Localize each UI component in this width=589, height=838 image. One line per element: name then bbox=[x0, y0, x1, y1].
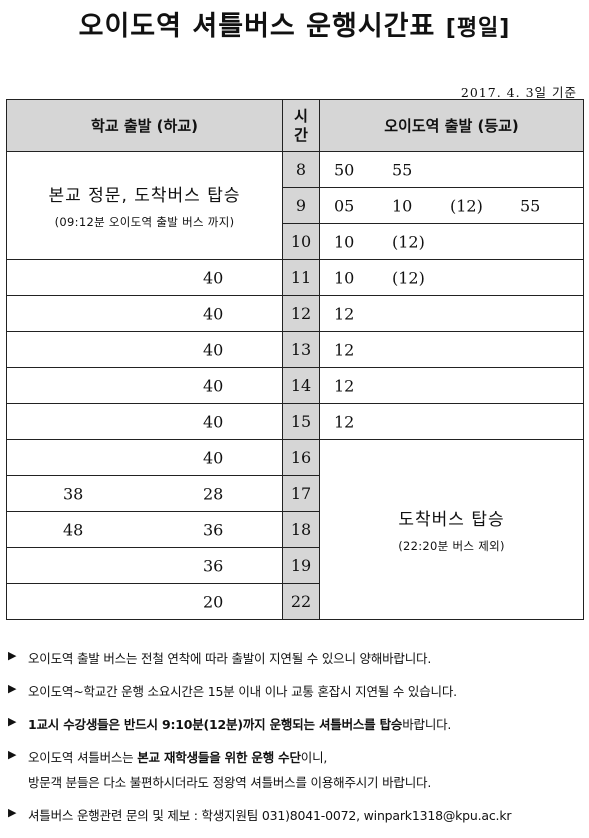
hour-cell: 8 bbox=[282, 151, 320, 188]
page-title: 오이도역 셔틀버스 운행시간표 [평일] bbox=[0, 4, 589, 43]
school-departure-cell: 40 bbox=[6, 439, 283, 476]
note-item: ▶ 오이도역~학교간 운행 소요시간은 15분 이내 이나 교통 혼잡시 지연될… bbox=[8, 682, 457, 699]
station-departure-cell: 12 bbox=[319, 295, 584, 332]
arrival-minute: 50 bbox=[334, 160, 355, 179]
table-row: 40 16 도착버스 탑승 (22:20분 버스 제외) bbox=[6, 439, 584, 620]
bullet-arrow-icon: ▶ bbox=[8, 649, 17, 662]
departure-minute-express: 38 bbox=[63, 484, 84, 503]
bullet-arrow-icon: ▶ bbox=[8, 682, 17, 695]
note-item: ▶ 1교시 수강생들은 반드시 9:10분(12분)까지 운행되는 셔틀버스를 … bbox=[8, 715, 452, 732]
station-departure-cell: 05 10 (12) 55 bbox=[319, 187, 584, 224]
hour-cell: 10 bbox=[282, 223, 320, 260]
bullet-arrow-icon: ▶ bbox=[8, 748, 17, 761]
notes: ▶ 오이도역 출발 버스는 전철 연착에 따라 출발이 지연될 수 있으니 양해… bbox=[8, 648, 583, 838]
departure-minute: 40 bbox=[203, 340, 224, 359]
school-departure-note: 본교 정문, 도착버스 탑승 (09:12분 오이도역 출발 버스 까지) bbox=[6, 151, 283, 260]
station-departure-cell: 12 bbox=[319, 367, 584, 404]
note-item: ▶ 오이도역 셔틀버스는 본교 재학생들을 위한 운행 수단이니, 방문객 분들… bbox=[8, 748, 432, 790]
table-row: 40 15 12 bbox=[6, 403, 584, 440]
arrival-minute: 10 bbox=[334, 232, 355, 251]
station-departure-cell: 10 (12) bbox=[319, 223, 584, 260]
arrival-minute: 55 bbox=[392, 160, 413, 179]
table-row: 20 22 bbox=[6, 583, 584, 620]
arrival-minute: 05 bbox=[334, 196, 355, 215]
school-departure-cell: 40 bbox=[6, 331, 283, 368]
station-departure-note: 도착버스 탑승 (22:20분 버스 제외) bbox=[319, 439, 584, 620]
arrival-minute: 10 bbox=[392, 196, 413, 215]
hour-cell: 12 bbox=[282, 295, 320, 332]
departure-minute: 36 bbox=[203, 520, 224, 539]
hour-cell: 15 bbox=[282, 403, 320, 440]
departure-minute: 40 bbox=[203, 268, 224, 287]
header-school-departure: 학교 출발 (하교) bbox=[6, 99, 283, 152]
bullet-arrow-icon: ▶ bbox=[8, 806, 17, 819]
table-row: 48 36 18 bbox=[6, 511, 584, 548]
table-row: 40 12 12 bbox=[6, 295, 584, 332]
timetable-body: 본교 정문, 도착버스 탑승 (09:12분 오이도역 출발 버스 까지) 8 50 5… bbox=[6, 151, 584, 620]
departure-minute: 40 bbox=[203, 412, 224, 431]
school-departure-cell: 40 bbox=[6, 259, 283, 296]
school-departure-cell: 38 28 bbox=[6, 475, 283, 512]
departure-minute: 40 bbox=[203, 448, 224, 467]
title-text: 오이도역 셔틀버스 운행시간표 bbox=[78, 11, 436, 42]
header-hour: 시 간 bbox=[282, 99, 320, 152]
arrival-minute: 55 bbox=[520, 196, 541, 215]
hour-cell: 14 bbox=[282, 367, 320, 404]
departure-minute: 40 bbox=[203, 304, 224, 323]
departure-minute: 40 bbox=[203, 376, 224, 395]
arrival-minute: 12 bbox=[334, 412, 355, 431]
table-row: 40 11 10 (12) bbox=[6, 259, 584, 296]
departure-minute: 20 bbox=[203, 592, 224, 611]
title-tag: [평일] bbox=[445, 16, 511, 41]
arrival-minute: 10 bbox=[334, 268, 355, 287]
station-departure-cell: 50 55 bbox=[319, 151, 584, 188]
hour-cell: 22 bbox=[282, 583, 320, 620]
station-departure-cell: 12 bbox=[319, 331, 584, 368]
school-departure-cell: 40 bbox=[6, 403, 283, 440]
arrival-minute: 12 bbox=[334, 304, 355, 323]
arrival-minute: (12) bbox=[450, 196, 483, 215]
arrival-minute: 12 bbox=[334, 340, 355, 359]
hour-cell: 9 bbox=[282, 187, 320, 224]
school-departure-cell: 48 36 bbox=[6, 511, 283, 548]
effective-date: 2017. 4. 3일 기준 bbox=[460, 85, 577, 100]
hour-cell: 17 bbox=[282, 475, 320, 512]
departure-minute: 28 bbox=[203, 484, 224, 503]
hour-cell: 16 bbox=[282, 439, 320, 476]
arrival-minute: (12) bbox=[392, 268, 425, 287]
bullet-arrow-icon: ▶ bbox=[8, 715, 17, 728]
station-departure-cell: 10 (12) bbox=[319, 259, 584, 296]
school-departure-cell: 40 bbox=[6, 295, 283, 332]
arrival-minute: (12) bbox=[392, 232, 425, 251]
departure-minute: 36 bbox=[203, 556, 224, 575]
hour-cell: 11 bbox=[282, 259, 320, 296]
table-row: 36 19 bbox=[6, 547, 584, 584]
timetable: 학교 출발 (하교) 시 간 오이도역 출발 (등교) 본교 정문, 도착버스 … bbox=[6, 99, 584, 620]
note-item: ▶ 셔틀버스 운행관련 문의 및 제보 : 학생지원팀 031)8041-007… bbox=[8, 806, 512, 823]
table-row: 40 13 12 bbox=[6, 331, 584, 368]
note-item: ▶ 오이도역 출발 버스는 전철 연착에 따라 출발이 지연될 수 있으니 양해… bbox=[8, 649, 432, 666]
arrival-minute: 12 bbox=[334, 376, 355, 395]
hour-cell: 19 bbox=[282, 547, 320, 584]
school-departure-cell: 40 bbox=[6, 367, 283, 404]
table-row: 본교 정문, 도착버스 탑승 (09:12분 오이도역 출발 버스 까지) 8 50 5… bbox=[6, 151, 584, 260]
header-station-departure: 오이도역 출발 (등교) bbox=[319, 99, 584, 152]
hour-cell: 13 bbox=[282, 331, 320, 368]
station-departure-cell: 12 bbox=[319, 403, 584, 440]
hour-cell: 18 bbox=[282, 511, 320, 548]
table-row: 40 14 12 bbox=[6, 367, 584, 404]
school-departure-cell: 20 bbox=[6, 583, 283, 620]
departure-minute-express: 48 bbox=[63, 520, 84, 539]
school-departure-cell: 36 bbox=[6, 547, 283, 584]
